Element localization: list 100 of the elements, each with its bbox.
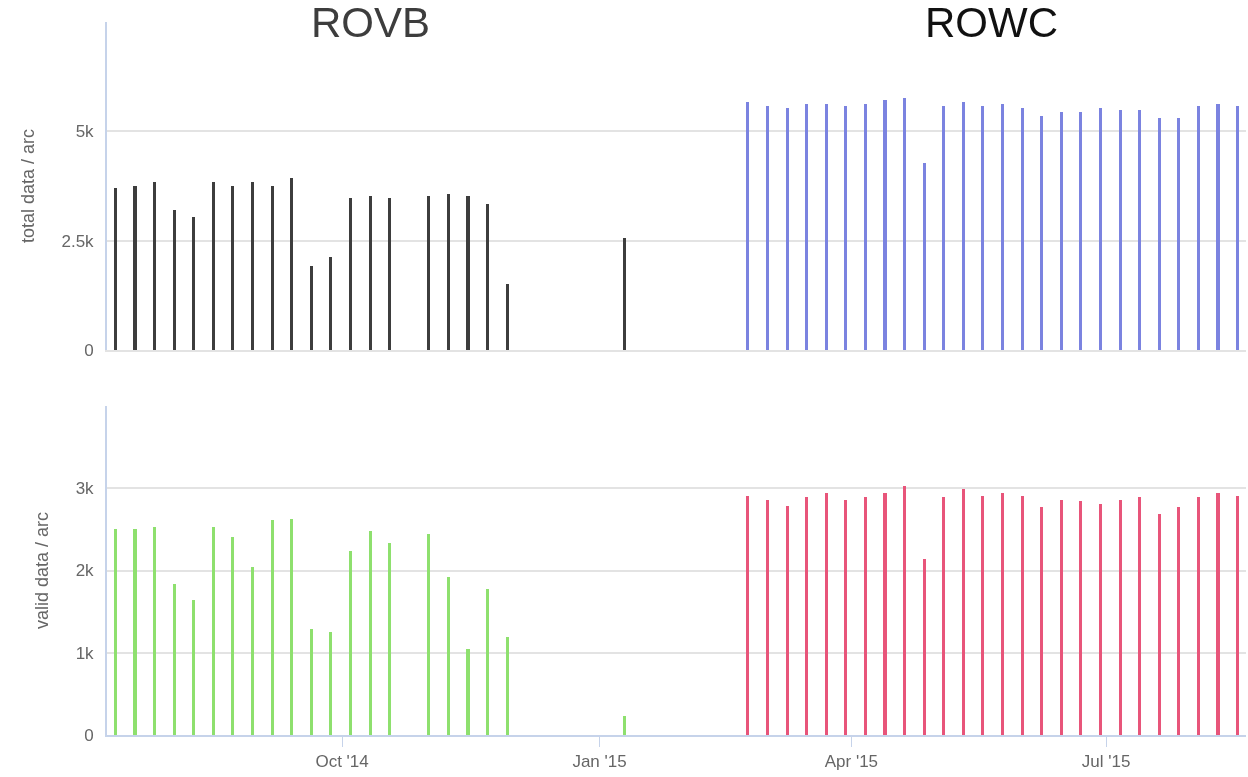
bar	[1040, 507, 1043, 735]
bar	[133, 186, 137, 350]
bar	[192, 217, 195, 350]
bar	[1236, 106, 1239, 350]
bar	[114, 529, 117, 735]
bar	[623, 238, 626, 350]
bar	[1001, 493, 1004, 735]
bar	[903, 486, 906, 735]
bar	[133, 529, 137, 735]
bar	[486, 204, 489, 350]
bar	[153, 527, 156, 735]
bar	[1158, 118, 1161, 350]
bar	[466, 196, 470, 350]
bar	[746, 496, 749, 735]
y-tick-label: 5k	[75, 122, 95, 142]
y-tick-label: 2k	[75, 561, 95, 581]
bar	[369, 531, 372, 735]
bar	[388, 198, 391, 350]
bar	[903, 98, 906, 350]
y-tick-label: 0	[84, 340, 94, 360]
bar	[349, 551, 352, 735]
y-axis-title: valid data / arc	[32, 511, 53, 630]
bar	[1158, 514, 1161, 735]
bar	[766, 106, 769, 350]
y-tick-label: 1k	[75, 643, 95, 663]
bar	[883, 493, 887, 735]
bar	[1060, 500, 1063, 735]
bar	[1021, 108, 1024, 350]
bar	[192, 600, 195, 735]
y-tick-label: 2.5k	[61, 231, 95, 251]
bar	[864, 497, 867, 735]
bar	[506, 637, 509, 735]
bar	[1216, 493, 1220, 735]
bar	[1079, 501, 1082, 735]
bar	[1001, 104, 1004, 350]
bar	[427, 196, 430, 350]
y-tick-label: 3k	[75, 479, 95, 499]
bar	[388, 543, 391, 735]
bar	[805, 497, 808, 735]
bar	[1060, 112, 1063, 350]
bar	[805, 104, 808, 350]
bar	[290, 519, 293, 735]
bar	[349, 198, 352, 350]
bar	[231, 537, 234, 735]
bar	[962, 489, 965, 735]
bar	[844, 106, 847, 350]
bar	[271, 186, 274, 350]
bar	[786, 506, 789, 735]
x-tick-label: Jan '15	[572, 752, 627, 772]
bar	[1119, 500, 1122, 735]
bar	[1040, 116, 1043, 350]
bar	[212, 527, 215, 735]
bar	[310, 266, 313, 350]
bar	[290, 178, 293, 350]
bar	[447, 194, 450, 350]
bar	[231, 186, 234, 350]
bar	[825, 104, 828, 350]
bar	[506, 284, 509, 350]
bar	[623, 716, 626, 735]
bar	[173, 584, 176, 735]
bar	[844, 500, 847, 735]
bar	[212, 182, 215, 350]
bar	[825, 493, 828, 735]
bar	[766, 500, 769, 735]
bar	[1138, 110, 1141, 350]
bar	[466, 649, 470, 735]
bar	[1177, 507, 1180, 735]
bar	[962, 102, 965, 350]
bar	[1099, 504, 1102, 735]
bar	[153, 182, 156, 350]
bar	[1197, 106, 1200, 350]
x-tick-label: Apr '15	[824, 752, 879, 772]
bar	[942, 106, 945, 350]
bar	[271, 520, 274, 735]
bar	[329, 632, 332, 735]
bar	[251, 567, 254, 735]
bar	[864, 104, 867, 350]
y-axis-title: total data / arc	[18, 128, 39, 244]
series-label: ROWC	[925, 0, 1058, 46]
text: ROVB	[311, 0, 431, 46]
bar	[447, 577, 450, 735]
bar	[1079, 112, 1082, 350]
bar	[486, 589, 489, 735]
bar	[1197, 497, 1200, 735]
bar	[427, 534, 430, 735]
bar	[923, 163, 926, 350]
bar	[1021, 496, 1024, 735]
y-tick-label: 0	[84, 725, 94, 745]
bar	[883, 100, 887, 350]
bar	[746, 102, 749, 350]
bar	[981, 496, 984, 735]
bar	[329, 257, 332, 350]
bar	[942, 497, 945, 735]
x-tick-label: Jul '15	[1081, 752, 1131, 772]
bar	[1236, 496, 1239, 735]
bar	[1177, 118, 1180, 350]
bar	[923, 559, 926, 735]
x-tick-label: Oct '14	[315, 752, 369, 772]
bar	[1099, 108, 1102, 350]
bar	[173, 210, 176, 350]
